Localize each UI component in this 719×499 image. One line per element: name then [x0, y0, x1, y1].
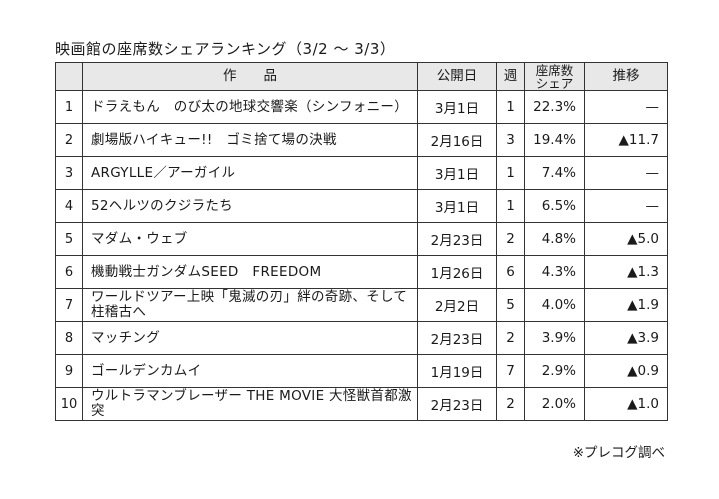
film-title-cell: ワールドツアー上映「鬼滅の刃」絆の奇跡、そして柱稽古へ — [82, 288, 418, 322]
release-date-cell: 3月1日 — [417, 156, 497, 190]
rank-cell: 7 — [55, 288, 83, 322]
trend-cell: ▲0.9 — [584, 354, 668, 388]
seat-share-cell: 19.4% — [524, 123, 585, 157]
week-cell: 2 — [496, 321, 525, 355]
table-row: 7 ワールドツアー上映「鬼滅の刃」絆の奇跡、そして柱稽古へ 2月2日 5 4.0% ▲1.… — [55, 288, 668, 322]
week-cell: 1 — [496, 156, 525, 190]
film-title-cell: 劇場版ハイキュー!! ゴミ捨て場の決戦 — [82, 123, 418, 157]
release-date-cell: 1月19日 — [417, 354, 497, 388]
header-title: 作 品 — [82, 62, 418, 91]
rank-cell: 4 — [55, 189, 83, 223]
film-title-cell: マッチング — [82, 321, 418, 355]
film-title-cell: 機動戦士ガンダムSEED FREEDOM — [82, 255, 418, 289]
seat-share-cell: 2.0% — [524, 387, 585, 421]
seat-share-cell: 6.5% — [524, 189, 585, 223]
film-title-cell: マダム・ウェブ — [82, 222, 418, 256]
table-row: 10 ウルトラマンブレーザー THE MOVIE 大怪獣首都激突 2月23日 2 2.0… — [55, 387, 668, 421]
release-date-cell: 3月1日 — [417, 189, 497, 223]
week-cell: 1 — [496, 189, 525, 223]
release-date-cell: 3月1日 — [417, 90, 497, 124]
rank-cell: 2 — [55, 123, 83, 157]
seat-share-cell: 3.9% — [524, 321, 585, 355]
seat-share-cell: 2.9% — [524, 354, 585, 388]
header-trend: 推移 — [584, 62, 668, 91]
seat-share-cell: 4.3% — [524, 255, 585, 289]
table-row: 6 機動戦士ガンダムSEED FREEDOM 1月26日 6 4.3% ▲1.3 — [55, 255, 668, 289]
film-title-cell: ウルトラマンブレーザー THE MOVIE 大怪獣首都激突 — [82, 387, 418, 421]
table-row: 3 ARGYLLE／アーガイル 3月1日 1 7.4% — — [55, 156, 668, 190]
rank-cell: 9 — [55, 354, 83, 388]
trend-cell: — — [584, 90, 668, 124]
rank-cell: 8 — [55, 321, 83, 355]
table-row: 5 マダム・ウェブ 2月23日 2 4.8% ▲5.0 — [55, 222, 668, 256]
header-seat-share: 座席数 シェア — [524, 62, 585, 91]
release-date-cell: 2月23日 — [417, 222, 497, 256]
week-cell: 6 — [496, 255, 525, 289]
header-rank — [55, 62, 83, 91]
week-cell: 2 — [496, 387, 525, 421]
table-row: 8 マッチング 2月23日 2 3.9% ▲3.9 — [55, 321, 668, 355]
week-cell: 5 — [496, 288, 525, 322]
seat-share-cell: 4.0% — [524, 288, 585, 322]
trend-cell: ▲5.0 — [584, 222, 668, 256]
release-date-cell: 1月26日 — [417, 255, 497, 289]
seat-share-cell: 22.3% — [524, 90, 585, 124]
release-date-cell: 2月2日 — [417, 288, 497, 322]
trend-cell: ▲3.9 — [584, 321, 668, 355]
release-date-cell: 2月23日 — [417, 387, 497, 421]
trend-cell: ▲1.3 — [584, 255, 668, 289]
film-title-cell: ドラえもん のび太の地球交響楽（シンフォニー） — [82, 90, 418, 124]
page-title: 映画館の座席数シェアランキング（3/2 ～ 3/3） — [55, 40, 396, 58]
film-title-cell: ARGYLLE／アーガイル — [82, 156, 418, 190]
table-row: 9 ゴールデンカムイ 1月19日 7 2.9% ▲0.9 — [55, 354, 668, 388]
rank-cell: 3 — [55, 156, 83, 190]
table-body: 1 ドラえもん のび太の地球交響楽（シンフォニー） 3月1日 1 22.3% —2 劇場版ハ… — [55, 90, 668, 421]
trend-cell: ▲1.0 — [584, 387, 668, 421]
rank-cell: 5 — [55, 222, 83, 256]
source-credit: ※プレコグ調べ — [572, 445, 665, 461]
film-title-cell: 52ヘルツのクジラたち — [82, 189, 418, 223]
week-cell: 7 — [496, 354, 525, 388]
header-week: 週 — [496, 62, 525, 91]
release-date-cell: 2月16日 — [417, 123, 497, 157]
header-release-date: 公開日 — [417, 62, 497, 91]
ranking-table: 作 品 公開日 週 座席数 シェア 推移 1 ドラえもん のび太の地球交響楽（シン… — [55, 62, 668, 421]
seat-share-cell: 7.4% — [524, 156, 585, 190]
week-cell: 3 — [496, 123, 525, 157]
table-row: 1 ドラえもん のび太の地球交響楽（シンフォニー） 3月1日 1 22.3% — — [55, 90, 668, 124]
rank-cell: 10 — [55, 387, 83, 421]
rank-cell: 1 — [55, 90, 83, 124]
table-header: 作 品 公開日 週 座席数 シェア 推移 — [55, 62, 668, 91]
trend-cell: ▲1.9 — [584, 288, 668, 322]
rank-cell: 6 — [55, 255, 83, 289]
film-title-cell: ゴールデンカムイ — [82, 354, 418, 388]
release-date-cell: 2月23日 — [417, 321, 497, 355]
table-row: 2 劇場版ハイキュー!! ゴミ捨て場の決戦 2月16日 3 19.4% ▲11.7 — [55, 123, 668, 157]
seat-share-cell: 4.8% — [524, 222, 585, 256]
trend-cell: — — [584, 189, 668, 223]
week-cell: 1 — [496, 90, 525, 124]
trend-cell: — — [584, 156, 668, 190]
week-cell: 2 — [496, 222, 525, 256]
table-row: 4 52ヘルツのクジラたち 3月1日 1 6.5% — — [55, 189, 668, 223]
trend-cell: ▲11.7 — [584, 123, 668, 157]
